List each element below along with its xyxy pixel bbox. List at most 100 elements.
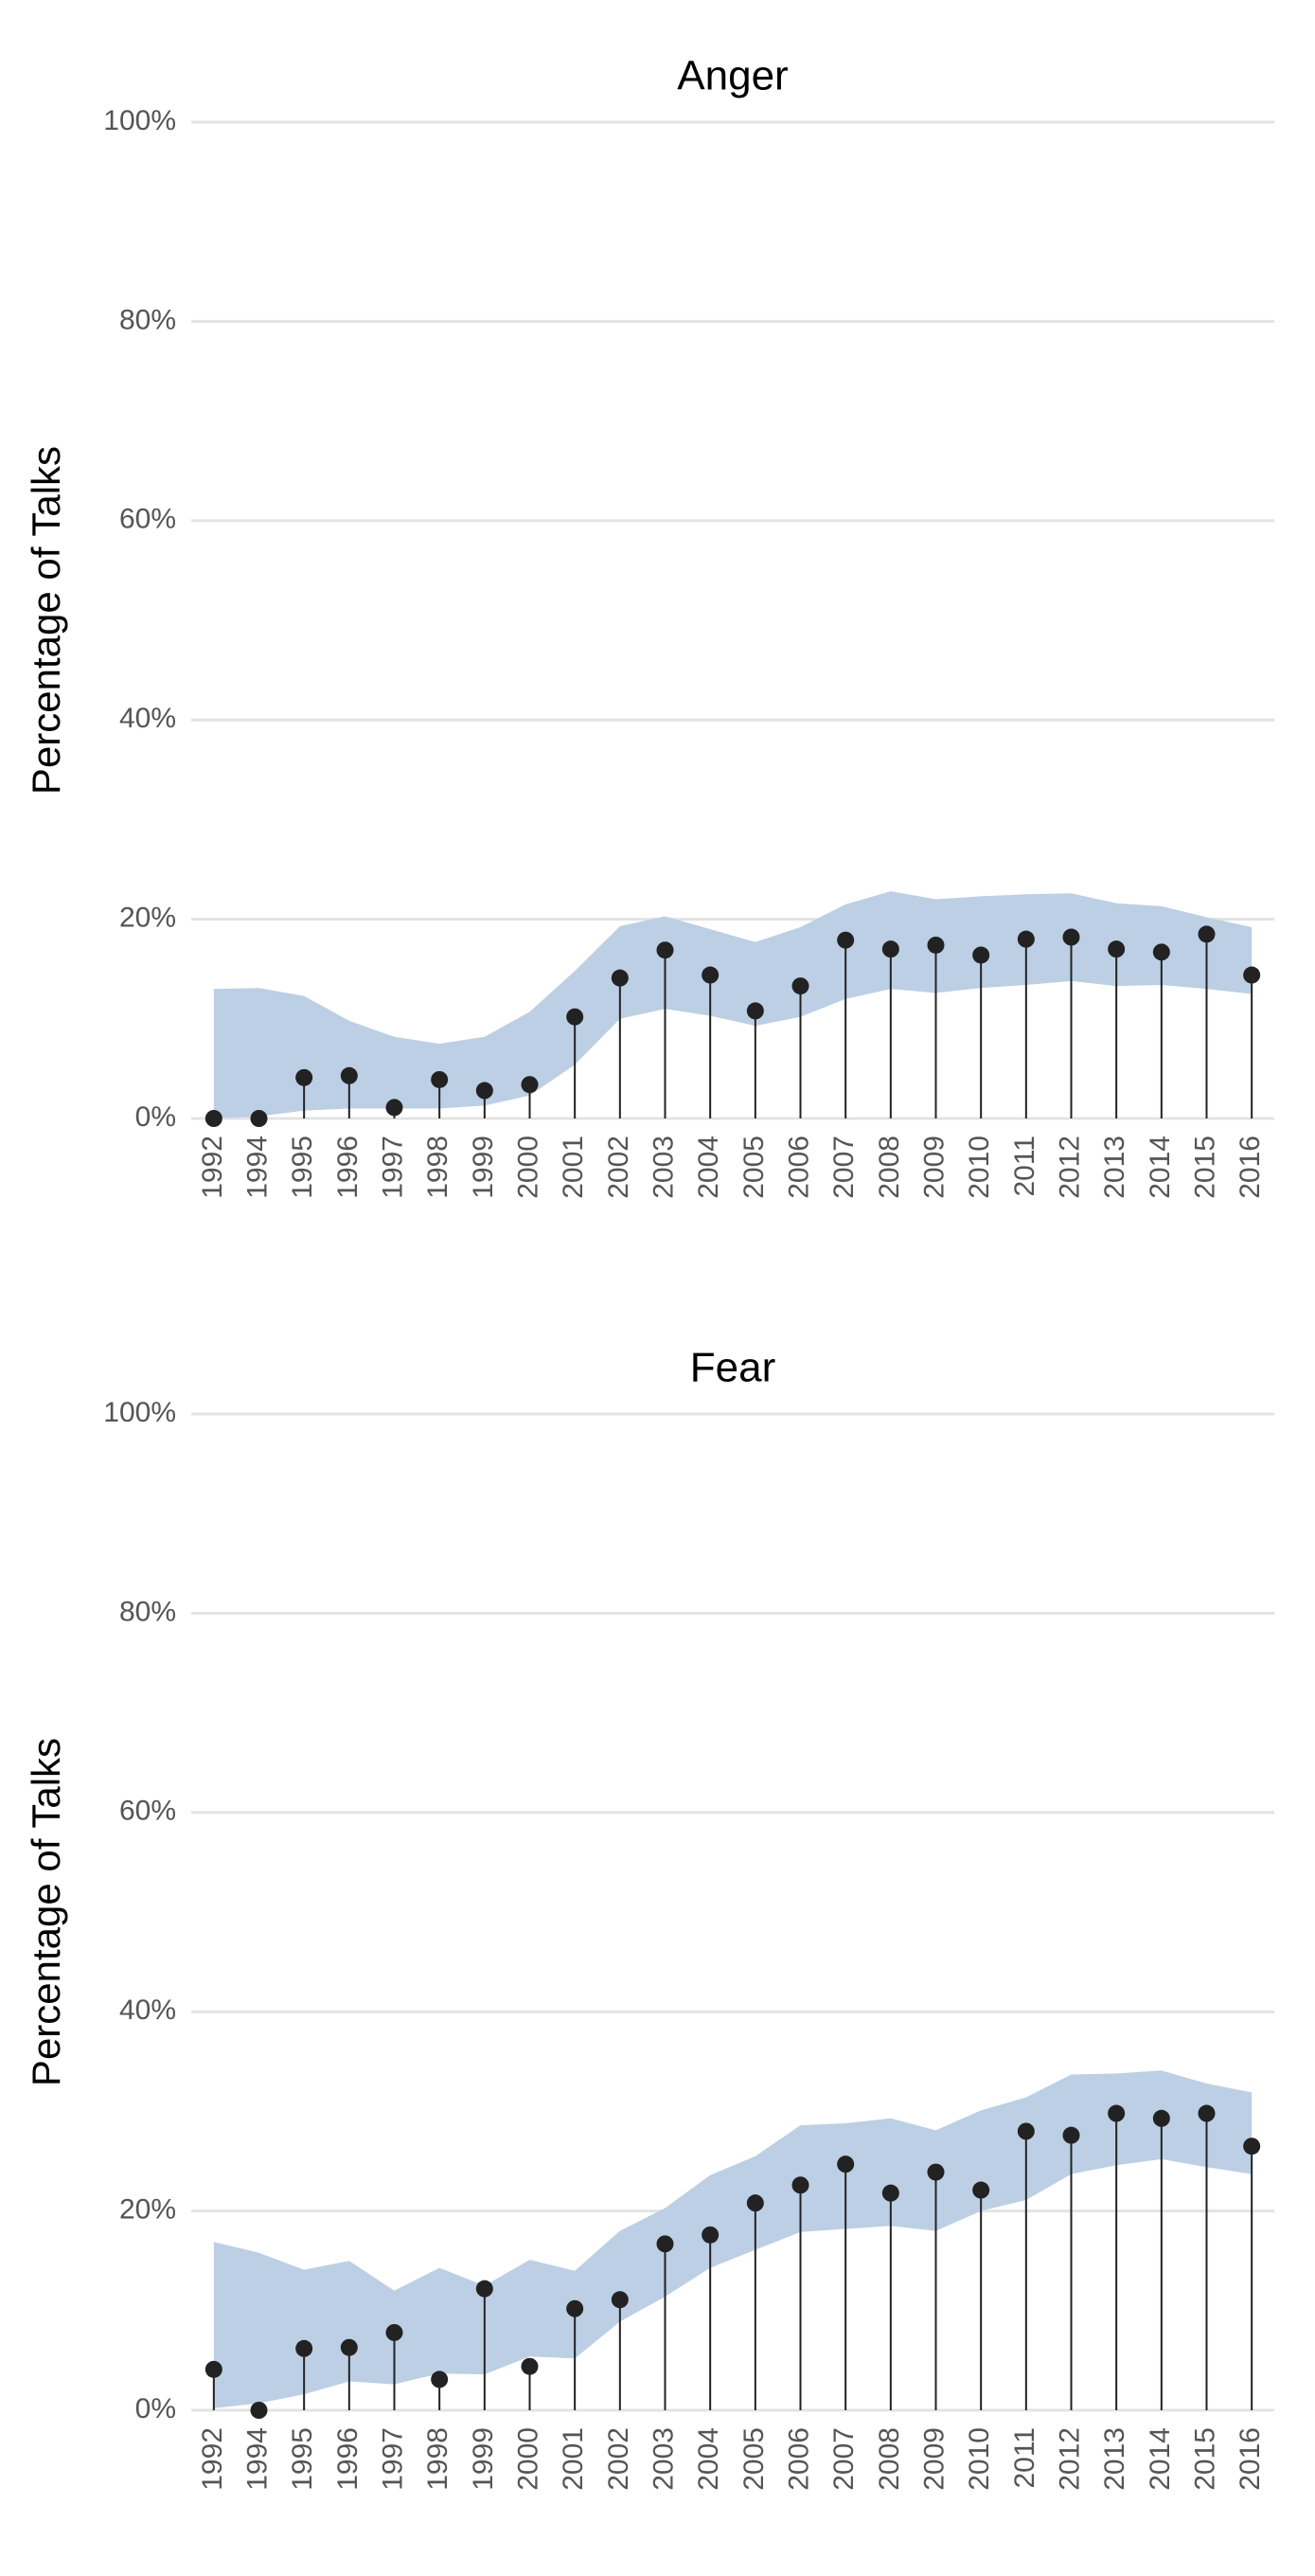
- dot: [837, 931, 855, 949]
- x-tick-label: 2007: [828, 2427, 860, 2491]
- x-tick-label: 2002: [603, 1136, 634, 1199]
- confidence-band: [213, 891, 1253, 1118]
- x-tick-label: 2011: [1009, 2427, 1040, 2489]
- dot: [566, 2299, 584, 2317]
- y-axis-label: Percentage of Talks: [24, 446, 68, 795]
- x-tick-label: 1994: [241, 1136, 273, 1199]
- dot: [656, 2235, 674, 2253]
- x-tick-label: 2015: [1189, 2427, 1220, 2491]
- x-tick-label: 2006: [783, 2427, 814, 2491]
- x-tick-label: 1996: [332, 1136, 364, 1199]
- x-tick-label: 2000: [512, 2427, 543, 2491]
- dot: [837, 2156, 855, 2174]
- y-tick-label: 60%: [119, 1796, 176, 1827]
- x-tick-label: 1997: [377, 1136, 408, 1199]
- x-tick-label: 2004: [693, 2427, 724, 2491]
- dot: [881, 2184, 899, 2202]
- y-tick-label: 100%: [103, 1397, 176, 1428]
- dot: [1062, 2126, 1080, 2144]
- x-tick-label: 2009: [918, 2427, 950, 2491]
- dot: [340, 1066, 358, 1084]
- x-tick-label: 2010: [964, 2427, 995, 2491]
- dot: [475, 1082, 493, 1100]
- y-tick-label: 0%: [135, 2393, 176, 2424]
- dot: [1198, 925, 1216, 943]
- dot: [1198, 2104, 1216, 2122]
- x-tick-label: 2006: [783, 1136, 814, 1199]
- dot: [702, 966, 720, 984]
- y-tick-label: 80%: [119, 1596, 176, 1627]
- dot: [881, 940, 899, 958]
- dot: [521, 1076, 539, 1094]
- dot: [431, 1070, 449, 1088]
- dot: [431, 2370, 449, 2388]
- x-tick-label: 1995: [287, 1136, 318, 1199]
- y-tick-label: 20%: [119, 2194, 176, 2226]
- dot: [295, 2339, 313, 2357]
- dot: [927, 936, 945, 954]
- dot: [1243, 2138, 1261, 2156]
- dot: [972, 946, 990, 964]
- dot: [791, 2176, 809, 2194]
- dot: [250, 2402, 268, 2419]
- dot: [702, 2226, 720, 2244]
- x-tick-label: 2013: [1099, 1136, 1130, 1199]
- x-tick-label: 1997: [377, 2427, 408, 2491]
- y-tick-label: 100%: [103, 105, 176, 136]
- x-tick-label: 2005: [738, 1136, 770, 1199]
- y-axis-label: Percentage of Talks: [24, 1738, 68, 2086]
- x-tick-label: 2009: [918, 1136, 950, 1199]
- dot: [1017, 930, 1035, 948]
- panel: Anger Percentage of Talks 0% 20% 40% 60% 80% 10…: [24, 53, 1274, 1199]
- dot: [1152, 2109, 1170, 2127]
- dot: [1017, 2122, 1035, 2140]
- dot: [521, 2357, 539, 2375]
- dot: [295, 1068, 313, 1086]
- x-tick-label: 2012: [1054, 1136, 1085, 1199]
- dot: [204, 2360, 222, 2378]
- dot: [1152, 943, 1170, 961]
- dot: [1108, 940, 1126, 958]
- x-tick-label: 1999: [468, 2427, 499, 2491]
- dot: [746, 2194, 764, 2212]
- x-tick-label: 2005: [738, 2427, 770, 2491]
- y-tick-label: 40%: [119, 703, 176, 734]
- dot: [385, 1099, 403, 1117]
- x-tick-label: 1992: [197, 1136, 228, 1199]
- chart-title: Anger: [677, 53, 788, 99]
- dot: [746, 1002, 764, 1020]
- panel: Fear Percentage of Talks 0% 20% 40% 60% 80% 100…: [24, 1345, 1274, 2491]
- x-tick-label: 2000: [512, 1136, 543, 1199]
- dot: [385, 2323, 403, 2341]
- x-tick-label: 2014: [1145, 2427, 1176, 2491]
- x-tick-label: 2001: [558, 2427, 589, 2491]
- y-tick-label: 60%: [119, 504, 176, 535]
- x-tick-label: 2011: [1009, 1136, 1040, 1197]
- y-tick-label: 40%: [119, 1995, 176, 2026]
- x-tick-label: 2008: [874, 2427, 905, 2491]
- dot: [1062, 928, 1080, 946]
- y-tick-label: 0%: [135, 1101, 176, 1133]
- x-tick-label: 2004: [693, 1136, 724, 1199]
- dot: [475, 2280, 493, 2298]
- dot: [250, 1110, 268, 1127]
- x-tick-label: 1999: [468, 1136, 499, 1199]
- dot: [927, 2163, 945, 2181]
- dot: [566, 1008, 584, 1026]
- dot: [791, 977, 809, 995]
- x-tick-label: 2015: [1189, 1136, 1220, 1199]
- x-tick-label: 2008: [874, 1136, 905, 1199]
- y-tick-label: 20%: [119, 903, 176, 934]
- x-tick-label: 1996: [332, 2427, 364, 2491]
- x-tick-label: 2014: [1145, 1136, 1176, 1199]
- x-tick-label: 2001: [558, 1136, 589, 1199]
- x-tick-label: 2007: [828, 1136, 860, 1199]
- x-tick-label: 2013: [1099, 2427, 1130, 2491]
- x-tick-label: 1998: [422, 2427, 453, 2491]
- x-tick-label: 2003: [648, 2427, 679, 2491]
- dot: [972, 2181, 990, 2199]
- dot: [611, 969, 629, 987]
- x-tick-label: 1992: [197, 2427, 228, 2491]
- x-tick-label: 2016: [1235, 2427, 1266, 2491]
